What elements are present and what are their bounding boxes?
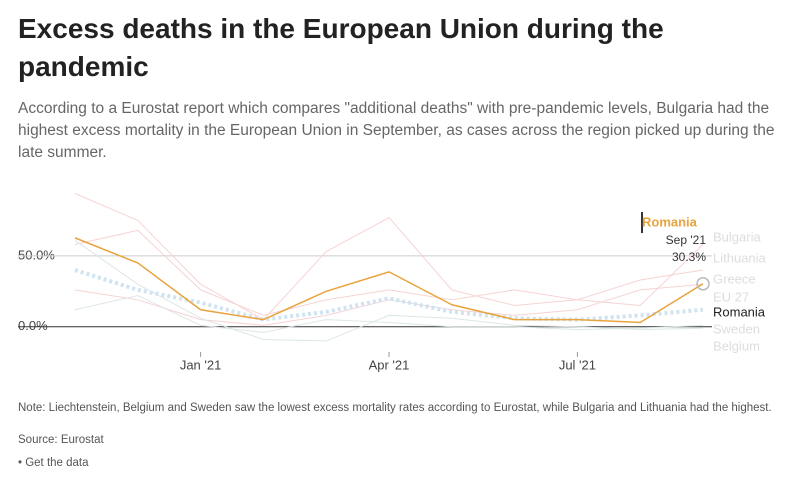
series-label: Sweden bbox=[713, 321, 760, 336]
y-tick-label: 50.0% bbox=[18, 247, 55, 262]
tooltip-series: Romania bbox=[642, 214, 698, 229]
series-line bbox=[74, 239, 704, 342]
series-line bbox=[74, 193, 704, 321]
data-link[interactable]: • Get the data bbox=[18, 457, 89, 469]
series-line bbox=[74, 237, 704, 324]
y-tick-label: 0.0% bbox=[18, 318, 48, 333]
series-label: Romania bbox=[713, 304, 766, 319]
x-tick-label: Jan '21 bbox=[180, 357, 222, 372]
series-label: EU 27 bbox=[713, 289, 749, 304]
x-tick-label: Jul '21 bbox=[559, 357, 596, 372]
series-label: Belgium bbox=[713, 338, 760, 353]
tooltip-point bbox=[696, 277, 710, 291]
source: Source: Eurostat bbox=[18, 434, 104, 446]
note: Note: Liechtenstein, Belgium and Sweden … bbox=[18, 402, 772, 414]
series-line bbox=[74, 229, 704, 316]
series-label: Lithuania bbox=[713, 250, 767, 265]
series-line bbox=[74, 295, 704, 333]
chart-subtitle: According to a Eurostat report which com… bbox=[18, 100, 775, 161]
tooltip-value: 30.3% bbox=[672, 250, 706, 264]
x-tick-label: Apr '21 bbox=[369, 357, 410, 372]
series-label: Bulgaria bbox=[713, 229, 761, 244]
tooltip-x: Sep '21 bbox=[666, 233, 707, 247]
chart-title: Excess deaths in the European Union duri… bbox=[18, 13, 664, 82]
series-line bbox=[74, 283, 704, 326]
series-line bbox=[74, 268, 704, 322]
series-label: Greece bbox=[713, 271, 756, 286]
